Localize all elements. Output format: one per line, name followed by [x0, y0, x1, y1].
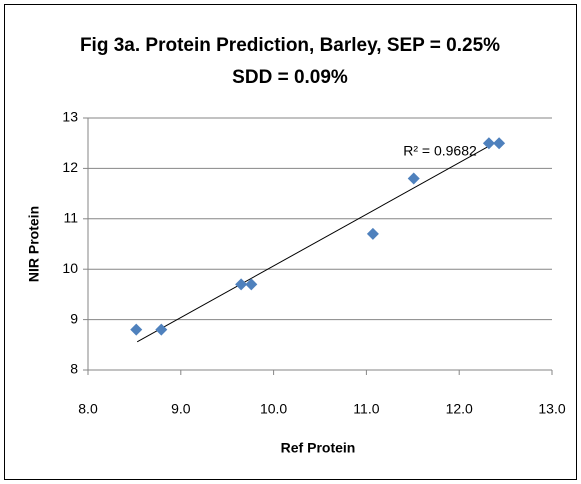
- r-squared: R² = 0.9682: [403, 143, 477, 159]
- trendline: [136, 146, 488, 343]
- y-tick-label: 13: [62, 109, 78, 125]
- y-tick-label: 10: [62, 260, 78, 276]
- chart-border: [4, 4, 577, 480]
- x-axis-label: Ref Protein: [281, 440, 356, 456]
- x-tick-label: 11.0: [353, 401, 379, 417]
- x-tick-label: 13.0: [538, 401, 565, 417]
- y-tick-label: 12: [62, 159, 78, 175]
- x-tick-label: 9.0: [171, 401, 191, 417]
- y-axis-label: NIR Protein: [26, 206, 42, 282]
- point: [155, 323, 168, 336]
- chart-title: Fig 3a. Protein Prediction, Barley, SEP …: [79, 35, 501, 88]
- point: [130, 323, 143, 336]
- point: [245, 278, 258, 291]
- point: [366, 227, 379, 240]
- y-tick-label: 8: [70, 361, 78, 377]
- point: [493, 137, 506, 150]
- x-tick-label: 10.0: [260, 401, 287, 417]
- point: [407, 172, 420, 185]
- x-tick-label: 8.0: [78, 401, 98, 417]
- x-tick-label: 12.0: [446, 401, 473, 417]
- point: [235, 278, 248, 291]
- point: [482, 137, 495, 150]
- y-tick-label: 9: [70, 310, 78, 326]
- y-tick-label: 11: [63, 210, 78, 226]
